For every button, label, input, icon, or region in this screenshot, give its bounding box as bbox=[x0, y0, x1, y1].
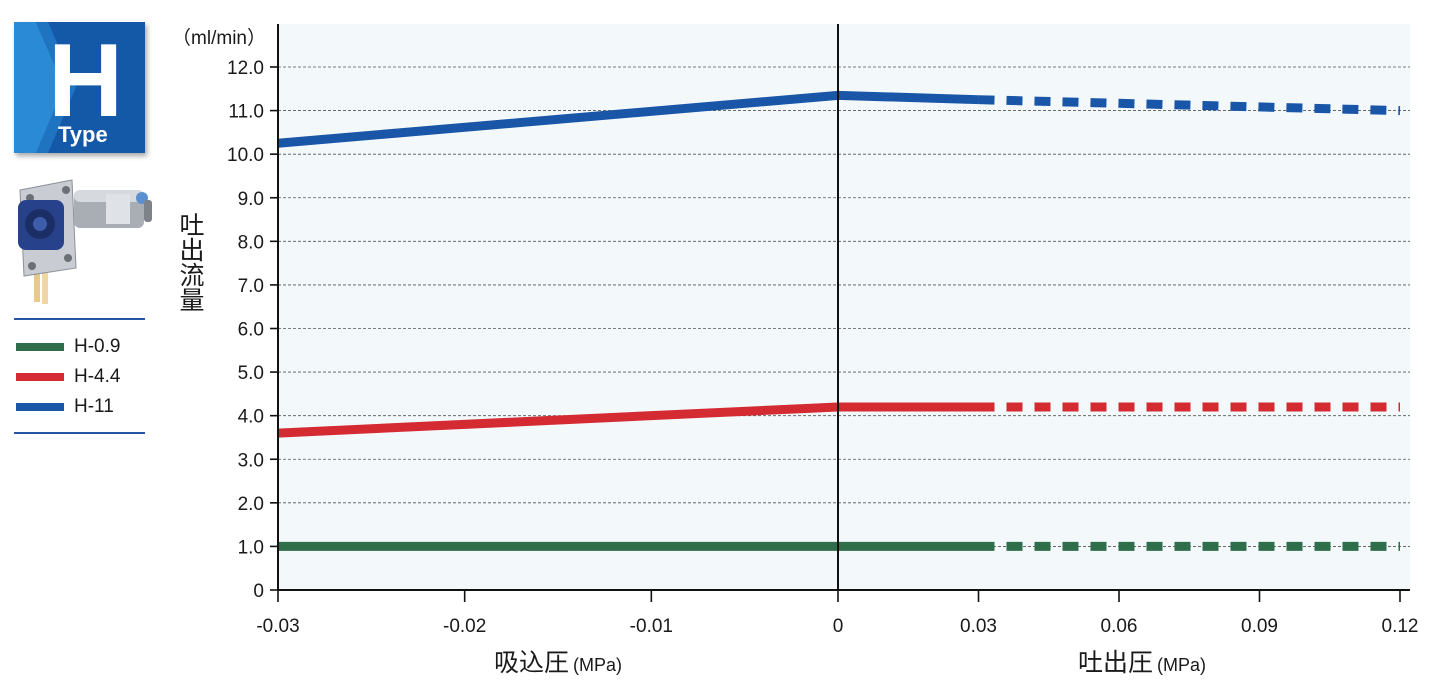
legend-swatch bbox=[16, 343, 64, 351]
y-tick-label: 12.0 bbox=[227, 58, 264, 79]
y-tick-label: 6.0 bbox=[238, 320, 264, 341]
legend-label: H-0.9 bbox=[74, 336, 121, 357]
legend: H-0.9 H-4.4 H-11 bbox=[14, 318, 145, 434]
suction-axis-title-unit: (MPa) bbox=[573, 655, 622, 675]
y-tick-label: 9.0 bbox=[238, 189, 264, 210]
legend-swatch bbox=[16, 403, 64, 411]
type-badge: H Type bbox=[14, 22, 145, 153]
axis-labels: 0 1.0 2.0 3.0 4.0 5.0 6.0 7.0 8.0 9.0 10.0 11.0 12.0… bbox=[172, 27, 1418, 677]
x-tick-label: 0.06 bbox=[1101, 616, 1138, 637]
y-tick-label: 11.0 bbox=[228, 102, 264, 123]
y-tick-label: 5.0 bbox=[238, 363, 264, 384]
y-tick-label: 4.0 bbox=[238, 407, 264, 428]
legend-label: H-11 bbox=[74, 396, 114, 417]
y-tick-label: 8.0 bbox=[238, 232, 264, 253]
y-tick-label: 0 bbox=[253, 581, 264, 602]
badge-type-label: Type bbox=[58, 122, 108, 147]
series-lines bbox=[277, 90, 1401, 551]
suction-axis-title: 吸込圧 (MPa) bbox=[494, 649, 622, 677]
discharge-axis-title-text: 吐出圧 bbox=[1078, 649, 1153, 677]
suction-axis-title-text: 吸込圧 bbox=[494, 649, 569, 677]
unit-label: （ml/min） bbox=[172, 27, 266, 49]
axes bbox=[270, 24, 1410, 602]
y-tick-label: 2.0 bbox=[238, 494, 264, 515]
x-tick-label: -0.02 bbox=[443, 616, 486, 637]
series-h-4-4-suction bbox=[277, 402, 839, 438]
y-tick-label: 3.0 bbox=[238, 450, 264, 471]
badge-chevron-icon bbox=[14, 22, 76, 153]
legend-label: H-4.4 bbox=[74, 366, 121, 387]
plot-background bbox=[278, 24, 1410, 590]
badge-letter: H bbox=[48, 23, 124, 139]
legend-swatch bbox=[16, 373, 64, 381]
discharge-axis-title-unit: (MPa) bbox=[1157, 655, 1206, 675]
legend-bottom-divider bbox=[14, 432, 145, 434]
x-tick-label: 0.12 bbox=[1382, 616, 1419, 637]
discharge-axis-title: 吐出圧 (MPa) bbox=[1078, 649, 1206, 677]
x-tick-label: -0.03 bbox=[256, 616, 299, 637]
series-h-11-suction bbox=[277, 90, 839, 148]
y-axis-title: 吐出流量 bbox=[176, 212, 205, 312]
series-h-11-discharge-dashed bbox=[978, 95, 1401, 116]
y-tick-label: 1.0 bbox=[238, 537, 264, 558]
pump-image bbox=[18, 179, 152, 304]
x-tick-label: 0 bbox=[833, 616, 844, 637]
legend-item-h-0-9: H-0.9 bbox=[14, 332, 145, 362]
legend-top-divider bbox=[14, 318, 145, 320]
x-tick-label: -0.01 bbox=[630, 616, 673, 637]
legend-item-h-4-4: H-4.4 bbox=[14, 362, 145, 392]
y-tick-label: 10.0 bbox=[227, 145, 264, 166]
y-tick-label: 7.0 bbox=[238, 276, 264, 297]
legend-item-h-11: H-11 bbox=[14, 392, 145, 422]
series-h-11-discharge-solid bbox=[837, 90, 979, 105]
x-tick-label: 0.09 bbox=[1241, 616, 1278, 637]
x-tick-label: 0.03 bbox=[960, 616, 997, 637]
